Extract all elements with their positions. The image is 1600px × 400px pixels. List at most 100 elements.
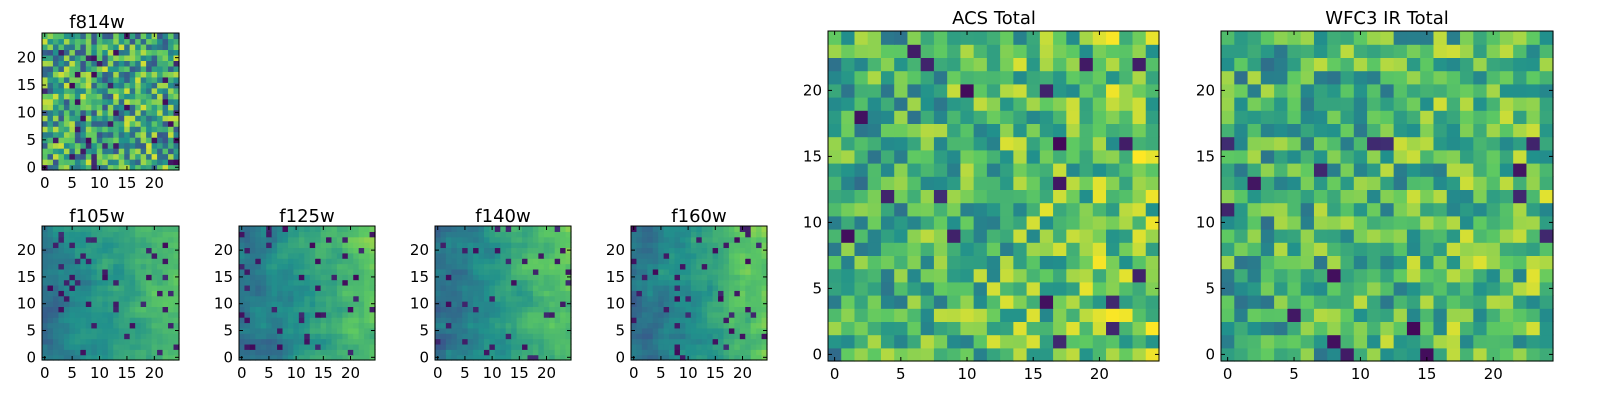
heatmap-cell <box>1353 70 1368 85</box>
heatmap-cell <box>696 349 703 356</box>
heatmap-cell <box>315 236 322 243</box>
heatmap-cell <box>500 301 507 307</box>
heatmap-cell <box>298 349 305 356</box>
heatmap-cell <box>58 148 65 155</box>
heatmap-cell <box>1313 295 1328 309</box>
heatmap-cell <box>63 231 70 238</box>
heatmap-cell <box>244 354 251 361</box>
heatmap-cell <box>173 306 180 313</box>
heatmap-cell <box>473 279 480 286</box>
heatmap-cell <box>96 263 103 270</box>
heatmap-cell <box>1486 57 1501 72</box>
heatmap-cell <box>1145 295 1160 309</box>
heatmap-cell <box>973 334 988 349</box>
heatmap-cell <box>282 327 289 334</box>
heatmap-cell <box>973 149 988 164</box>
heatmap-cell <box>293 301 300 307</box>
heatmap-cell <box>473 354 480 361</box>
heatmap-cell <box>85 60 92 67</box>
heatmap-cell <box>933 202 948 217</box>
heatmap-cell <box>239 242 246 249</box>
heatmap-cell <box>118 327 125 334</box>
heatmap-cell <box>69 295 76 302</box>
y-tick-label: 0 <box>812 345 822 363</box>
heatmap-cell <box>489 236 496 243</box>
heatmap-cell <box>894 215 909 230</box>
heatmap-cell <box>260 274 267 281</box>
heatmap-cell <box>347 290 354 297</box>
heatmap-cell <box>107 109 114 116</box>
heatmap-cell <box>679 338 686 345</box>
heatmap-cell <box>69 231 76 238</box>
heatmap-cell <box>118 354 125 361</box>
heatmap-cell <box>113 38 120 45</box>
heatmap-cell <box>907 321 922 336</box>
heatmap-cell <box>663 268 670 275</box>
heatmap-cell <box>320 247 327 254</box>
heatmap-cell <box>146 284 153 291</box>
heatmap-cell <box>1000 242 1014 256</box>
heatmap-cell <box>880 163 895 177</box>
heatmap-cell <box>739 349 746 356</box>
heatmap-cell <box>118 306 125 313</box>
heatmap-cell <box>1340 255 1355 270</box>
heatmap-cell <box>113 49 120 56</box>
heatmap-cell <box>756 258 763 265</box>
heatmap-cell <box>1247 176 1262 190</box>
heatmap-cell <box>58 301 65 307</box>
heatmap-cell <box>489 306 496 313</box>
heatmap-cell <box>685 343 692 350</box>
heatmap-cell <box>880 215 895 230</box>
heatmap-cell <box>80 87 87 94</box>
heatmap-cell <box>478 247 485 254</box>
heatmap-cell <box>907 202 922 217</box>
heatmap-cell <box>511 226 518 232</box>
heatmap-cell <box>69 54 76 61</box>
heatmap-cell <box>1380 268 1395 283</box>
heatmap-cell <box>1406 281 1421 296</box>
heatmap-cell <box>1446 163 1461 177</box>
heatmap-cell <box>565 290 572 297</box>
heatmap-cell <box>173 60 180 67</box>
heatmap-cell <box>1313 215 1328 230</box>
heatmap-cell <box>102 120 109 127</box>
heatmap-cell <box>102 60 109 67</box>
heatmap-cell <box>239 333 246 340</box>
heatmap-cell <box>1327 229 1342 243</box>
heatmap-cell <box>85 104 92 111</box>
heatmap-cell <box>1039 334 1054 349</box>
heatmap-cell <box>894 149 909 164</box>
heatmap-cell <box>309 349 316 356</box>
heatmap-cell <box>260 322 267 329</box>
heatmap-cell <box>841 268 856 283</box>
heatmap-cell <box>102 317 109 324</box>
heatmap-cell <box>1145 44 1160 58</box>
heatmap-cell <box>947 189 961 204</box>
heatmap-cell <box>647 247 654 254</box>
heatmap-cell <box>1460 57 1474 72</box>
heatmap-cell <box>96 38 103 45</box>
heatmap-cell <box>1420 295 1435 309</box>
heatmap-cell <box>1145 321 1160 336</box>
heatmap-cell <box>173 65 180 72</box>
heatmap-cell <box>440 236 447 243</box>
heatmap-cell <box>1380 163 1395 177</box>
heatmap-cell <box>1353 149 1368 164</box>
x-tick-label: 10 <box>957 365 976 383</box>
heatmap-cell <box>69 120 76 127</box>
heatmap-cell <box>266 306 273 313</box>
heatmap-cell <box>96 126 103 133</box>
heatmap-cell <box>42 284 49 291</box>
heatmap-cell <box>522 306 529 313</box>
heatmap-cell <box>1406 242 1421 256</box>
heatmap-cell <box>47 322 54 329</box>
heatmap-cell <box>347 258 354 265</box>
heatmap-cell <box>854 321 869 336</box>
heatmap-cell <box>933 97 948 111</box>
heatmap-cell <box>1221 57 1235 72</box>
heatmap-cell <box>631 263 638 270</box>
heatmap-cell <box>140 43 147 51</box>
heatmap-cell <box>1053 31 1067 45</box>
heatmap-cell <box>522 279 529 286</box>
panel-title: f160w <box>671 206 726 227</box>
